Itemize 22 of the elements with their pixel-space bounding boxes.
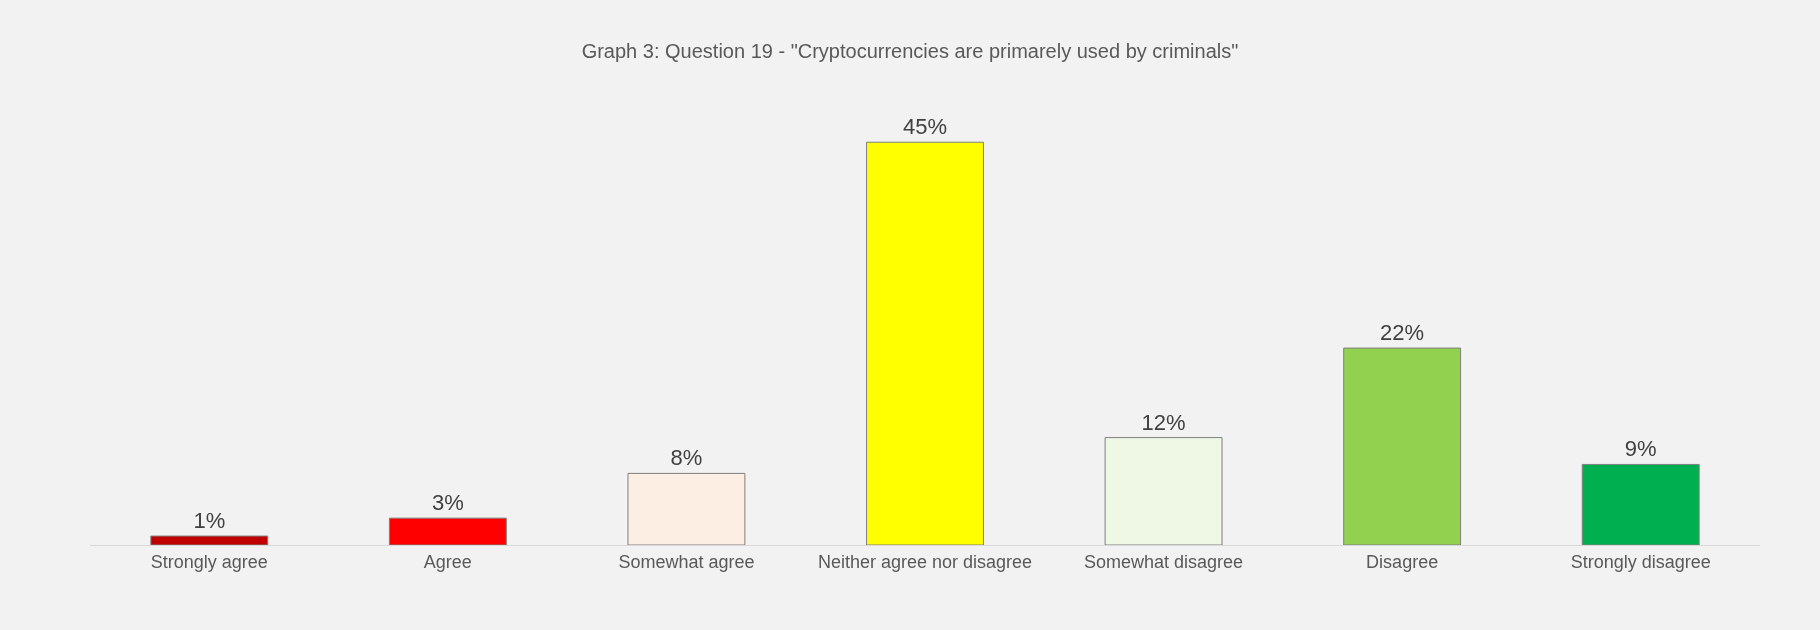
chart-title: Graph 3: Question 19 - "Cryptocurrencies are primarely used by criminals" <box>581 40 1239 63</box>
x-tick-label: Agree <box>423 551 472 572</box>
bar <box>627 472 746 545</box>
x-tick-label: Somewhat agree <box>618 551 755 572</box>
x-tick-label: Disagree <box>1366 551 1439 572</box>
data-label: 9% <box>1624 436 1657 462</box>
bar <box>1581 463 1700 545</box>
x-tick-label: Strongly agree <box>150 551 268 572</box>
x-tick-label: Somewhat disagree <box>1084 551 1244 572</box>
bar <box>150 535 269 545</box>
bar <box>1104 437 1223 545</box>
data-label: 3% <box>431 490 464 516</box>
bar <box>866 141 984 545</box>
bar <box>1343 347 1462 545</box>
data-label: 12% <box>1141 409 1186 435</box>
data-label: 45% <box>902 114 948 140</box>
data-label: 22% <box>1380 320 1425 346</box>
x-tick-label: Neither agree nor disagree <box>817 551 1033 572</box>
data-label: 8% <box>670 445 703 471</box>
x-tick-label: Strongly disagree <box>1570 551 1711 572</box>
bar <box>388 517 507 545</box>
data-label: 1% <box>193 508 226 534</box>
